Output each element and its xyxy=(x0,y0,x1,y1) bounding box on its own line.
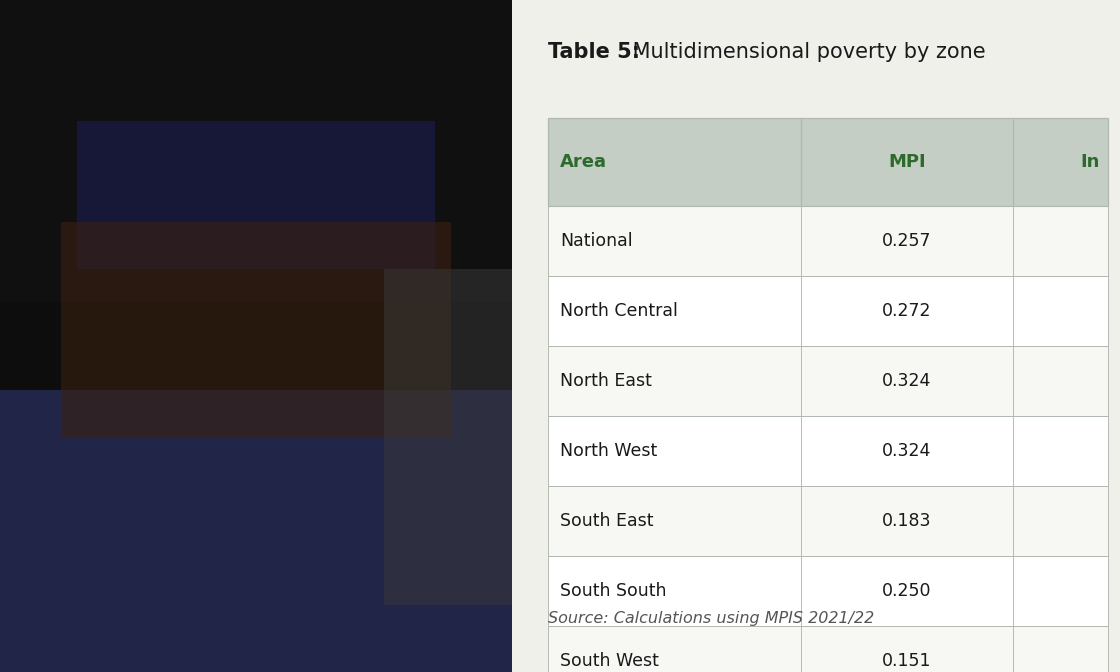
Text: 0.272: 0.272 xyxy=(881,302,932,320)
Bar xyxy=(1012,416,1108,486)
Text: MPI: MPI xyxy=(888,153,925,171)
Bar xyxy=(0,0,512,672)
Bar xyxy=(548,346,801,416)
Bar xyxy=(548,486,1108,556)
Bar xyxy=(548,416,801,486)
Text: 0.257: 0.257 xyxy=(881,232,932,250)
Bar xyxy=(801,416,1012,486)
Bar xyxy=(548,626,801,672)
Bar xyxy=(801,486,1012,556)
Text: 0.183: 0.183 xyxy=(881,512,932,530)
Text: North West: North West xyxy=(560,442,657,460)
Bar xyxy=(1012,206,1108,276)
Bar xyxy=(548,346,1108,416)
Bar xyxy=(77,121,436,269)
Text: North East: North East xyxy=(560,372,652,390)
Bar xyxy=(1012,118,1108,206)
Text: Source: Calculations using MPIS 2021/22: Source: Calculations using MPIS 2021/22 xyxy=(548,610,875,626)
Bar xyxy=(548,206,801,276)
Text: 0.250: 0.250 xyxy=(881,582,932,600)
Bar xyxy=(512,0,1120,672)
Text: Multidimensional poverty by zone: Multidimensional poverty by zone xyxy=(626,42,986,62)
Text: North Central: North Central xyxy=(560,302,678,320)
Bar xyxy=(62,222,450,437)
Bar xyxy=(0,390,512,672)
Bar xyxy=(1012,276,1108,346)
Bar xyxy=(801,206,1012,276)
Bar xyxy=(548,276,801,346)
Bar xyxy=(548,416,1108,486)
Bar xyxy=(548,276,1108,346)
Text: Area: Area xyxy=(560,153,607,171)
Text: South East: South East xyxy=(560,512,653,530)
Bar xyxy=(548,486,801,556)
Bar xyxy=(548,118,801,206)
Bar xyxy=(548,206,1108,276)
Text: In: In xyxy=(1081,153,1100,171)
Bar xyxy=(1012,626,1108,672)
Text: 0.324: 0.324 xyxy=(883,372,932,390)
Bar xyxy=(1012,486,1108,556)
Bar xyxy=(801,626,1012,672)
Bar xyxy=(801,346,1012,416)
Bar xyxy=(801,276,1012,346)
Bar xyxy=(548,556,801,626)
Text: South West: South West xyxy=(560,652,659,670)
Bar xyxy=(548,556,1108,626)
Bar xyxy=(548,118,1108,206)
Bar xyxy=(548,626,1108,672)
Bar xyxy=(384,269,512,605)
Bar xyxy=(1012,556,1108,626)
Bar xyxy=(801,556,1012,626)
Text: National: National xyxy=(560,232,633,250)
Text: 0.324: 0.324 xyxy=(883,442,932,460)
Text: Table 5:: Table 5: xyxy=(548,42,641,62)
Bar xyxy=(0,0,512,302)
Bar xyxy=(801,118,1012,206)
Bar xyxy=(1012,346,1108,416)
Text: South South: South South xyxy=(560,582,666,600)
Text: 0.151: 0.151 xyxy=(881,652,932,670)
